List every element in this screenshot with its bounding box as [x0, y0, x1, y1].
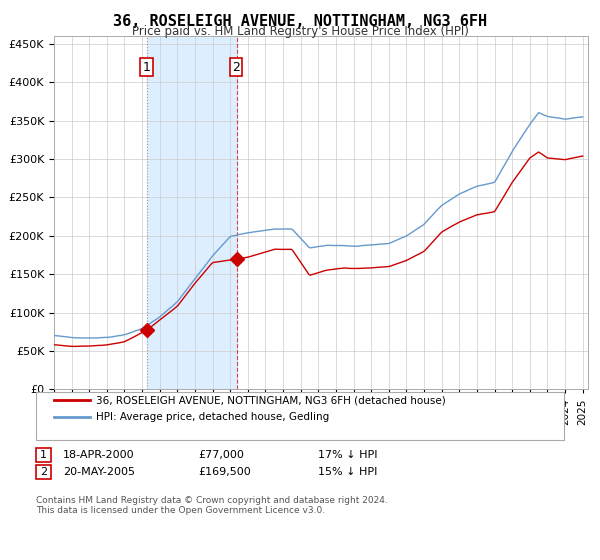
Text: HPI: Average price, detached house, Gedling: HPI: Average price, detached house, Gedl… — [96, 412, 329, 422]
Text: 17% ↓ HPI: 17% ↓ HPI — [318, 450, 377, 460]
Text: £169,500: £169,500 — [198, 466, 251, 477]
Text: Price paid vs. HM Land Registry's House Price Index (HPI): Price paid vs. HM Land Registry's House … — [131, 25, 469, 38]
Text: 1: 1 — [143, 60, 151, 73]
Text: £77,000: £77,000 — [198, 450, 244, 460]
Text: 1: 1 — [40, 450, 47, 460]
Text: 18-APR-2000: 18-APR-2000 — [63, 450, 134, 460]
Text: 36, ROSELEIGH AVENUE, NOTTINGHAM, NG3 6FH (detached house): 36, ROSELEIGH AVENUE, NOTTINGHAM, NG3 6F… — [96, 395, 446, 405]
Text: 20-MAY-2005: 20-MAY-2005 — [63, 466, 135, 477]
Bar — [148, 36, 237, 389]
Text: Contains HM Land Registry data © Crown copyright and database right 2024.
This d: Contains HM Land Registry data © Crown c… — [36, 496, 388, 515]
Text: 36, ROSELEIGH AVENUE, NOTTINGHAM, NG3 6FH: 36, ROSELEIGH AVENUE, NOTTINGHAM, NG3 6F… — [113, 14, 487, 29]
Text: 2: 2 — [40, 466, 47, 477]
Text: 15% ↓ HPI: 15% ↓ HPI — [318, 466, 377, 477]
Text: 2: 2 — [232, 60, 240, 73]
